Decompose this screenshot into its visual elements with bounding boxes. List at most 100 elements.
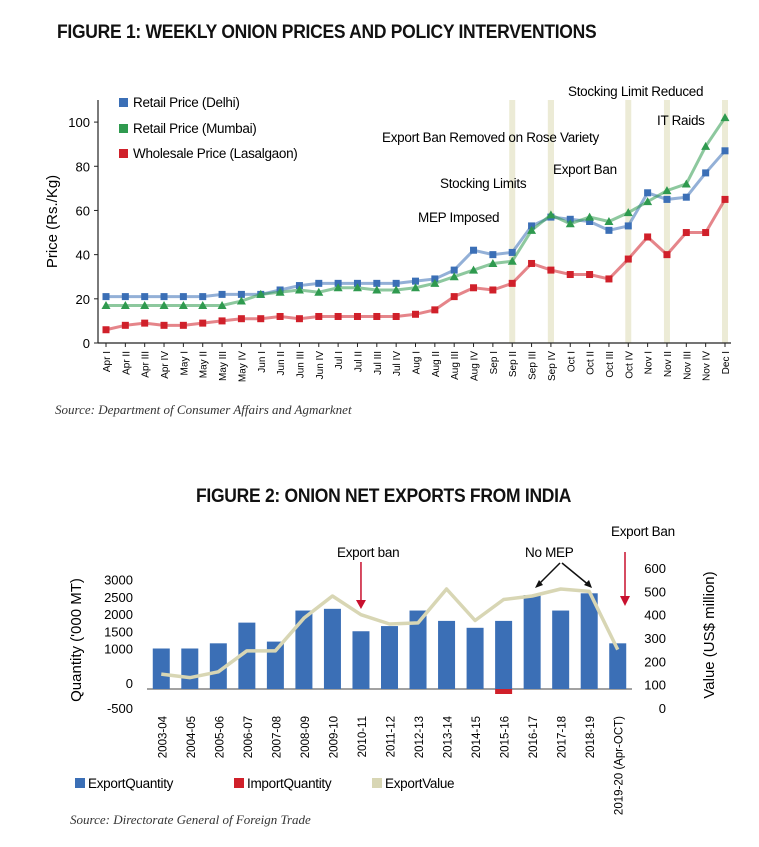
data-point-retail-price-delhi	[663, 195, 671, 203]
event-label-export-ban: Export Ban	[553, 162, 617, 177]
data-point-wholesale-price-lasalgaon	[199, 319, 207, 327]
bar-export-quantity	[209, 643, 227, 689]
x-tick-label: 2009-10	[328, 716, 340, 758]
bar-export-quantity	[466, 627, 484, 689]
x-tick-label: 2012-13	[414, 716, 426, 758]
y-tick-label: 0	[126, 676, 133, 691]
legend-label-importquantity: ImportQuantity	[247, 776, 332, 791]
bar-export-quantity	[580, 593, 598, 689]
bar-import-quantity	[495, 689, 513, 694]
x-tick-label: Jun I	[257, 351, 268, 373]
annotation-export-ban: Export Ban	[611, 524, 675, 539]
y-tick-label: 20	[76, 292, 90, 307]
x-tick-label: 2014-15	[471, 716, 483, 758]
data-point-wholesale-price-lasalgaon	[237, 315, 245, 323]
y-tick-label: 1500	[104, 624, 133, 639]
event-label-it-raids: IT Raids	[657, 113, 705, 128]
legend-swatch-retail-price-delhi	[119, 98, 128, 107]
x-tick-label: Dec I	[721, 351, 732, 374]
x-tick-label: Apr III	[141, 351, 152, 378]
data-point-wholesale-price-lasalgaon	[489, 286, 497, 294]
bar-export-quantity	[238, 622, 256, 689]
data-point-retail-price-delhi	[218, 290, 226, 298]
data-point-wholesale-price-lasalgaon	[702, 229, 710, 237]
data-point-retail-price-mumbai	[101, 300, 111, 309]
bar-export-quantity	[609, 643, 627, 689]
x-tick-label: Sep III	[528, 351, 539, 380]
data-point-retail-price-mumbai	[604, 217, 614, 225]
data-point-retail-price-mumbai	[159, 300, 169, 309]
figure1-title: FIGURE 1: WEEKLY ONION PRICES AND POLICY…	[57, 22, 597, 43]
x-tick-label: Oct III	[605, 351, 616, 378]
figure2-title: FIGURE 2: ONION NET EXPORTS FROM INDIA	[196, 486, 572, 507]
legend-swatch-exportquantity	[75, 778, 85, 788]
data-point-wholesale-price-lasalgaon	[528, 259, 536, 267]
data-point-retail-price-delhi	[141, 293, 149, 301]
data-point-retail-price-delhi	[605, 226, 613, 234]
x-tick-label: Aug III	[450, 351, 461, 380]
data-point-retail-price-mumbai	[701, 141, 711, 150]
legend-swatch-retail-price-mumbai	[119, 124, 128, 133]
annotation-arrow	[536, 562, 561, 587]
data-point-retail-price-mumbai	[178, 300, 188, 309]
x-tick-label: Apr IV	[160, 351, 171, 379]
data-point-retail-price-mumbai	[372, 285, 382, 294]
event-label-mep-imposed: MEP Imposed	[418, 210, 499, 225]
data-point-retail-price-delhi	[624, 222, 632, 230]
data-point-wholesale-price-lasalgaon	[470, 284, 478, 292]
data-point-retail-price-delhi	[102, 293, 110, 301]
x-tick-label: May IV	[237, 351, 248, 382]
legend-label-retail-price-delhi: Retail Price (Delhi)	[133, 95, 240, 110]
event-line-it-raids	[663, 100, 670, 343]
legend-label-exportquantity: ExportQuantity	[88, 776, 174, 791]
series-line-export-value	[161, 587, 620, 680]
bar-export-quantity	[552, 610, 570, 689]
x-tick-label: Nov III	[682, 351, 693, 380]
y2-tick-label: 0	[659, 701, 666, 716]
legend-swatch-importquantity	[234, 778, 244, 788]
data-point-retail-price-mumbai	[643, 197, 653, 206]
data-point-retail-price-mumbai	[720, 113, 730, 122]
data-point-retail-price-mumbai	[198, 300, 208, 309]
figure2-source: Source: Directorate General of Foreign T…	[70, 812, 311, 827]
event-line-mep-imposed	[509, 100, 516, 343]
data-point-retail-price-mumbai	[294, 285, 304, 294]
y-tick-label: 2000	[104, 607, 133, 622]
x-tick-label: Apr II	[121, 351, 132, 375]
y2-tick-label: 600	[644, 561, 666, 576]
x-tick-label: 2003-04	[157, 715, 169, 758]
data-point-retail-price-delhi	[392, 279, 400, 287]
x-tick-label: Jul II	[353, 351, 364, 372]
y-tick-label: 60	[76, 203, 90, 218]
x-tick-label: 2010-11	[357, 716, 369, 757]
data-point-retail-price-delhi	[199, 293, 207, 301]
data-point-wholesale-price-lasalgaon	[431, 306, 439, 314]
legend-label-retail-price-mumbai: Retail Price (Mumbai)	[133, 121, 256, 136]
data-point-retail-price-delhi	[121, 293, 129, 301]
x-tick-label: May I	[179, 351, 190, 375]
data-point-retail-price-mumbai	[681, 179, 691, 188]
data-point-retail-price-mumbai	[449, 272, 459, 281]
data-point-retail-price-delhi	[586, 218, 594, 225]
x-tick-label: Oct II	[586, 351, 597, 375]
data-point-wholesale-price-lasalgaon	[605, 275, 613, 283]
bar-export-quantity	[295, 610, 313, 689]
data-point-wholesale-price-lasalgaon	[508, 279, 516, 287]
x-tick-label: Jul III	[373, 351, 384, 375]
bar-export-quantity	[181, 648, 199, 689]
data-point-wholesale-price-lasalgaon	[644, 233, 652, 241]
x-tick-label: Nov I	[644, 351, 655, 374]
data-point-wholesale-price-lasalgaon	[392, 312, 400, 320]
data-point-retail-price-delhi	[237, 290, 245, 298]
data-point-wholesale-price-lasalgaon	[121, 321, 129, 329]
y2-tick-label: 300	[644, 631, 666, 646]
data-point-wholesale-price-lasalgaon	[102, 326, 110, 334]
data-point-retail-price-mumbai	[333, 283, 343, 292]
bar-export-quantity	[438, 620, 456, 689]
data-point-retail-price-delhi	[412, 277, 419, 285]
x-tick-label: May III	[218, 351, 229, 381]
x-tick-label: Apr I	[102, 351, 113, 372]
data-point-retail-price-mumbai	[352, 283, 362, 292]
annotation-no-mep: No MEP	[525, 545, 574, 560]
